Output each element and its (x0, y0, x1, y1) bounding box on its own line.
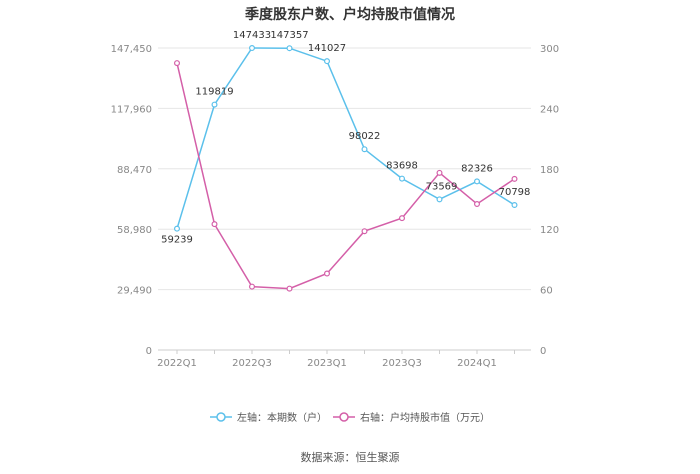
right-tick-label: 180 (540, 165, 559, 176)
series-2-point (249, 283, 256, 290)
series-1-point (249, 45, 256, 52)
source-note: 数据来源：恒生聚源 (301, 450, 400, 464)
data-label: 59239 (161, 235, 193, 246)
left-tick-label: 147,450 (111, 44, 152, 55)
x-tick-label: 2022Q3 (232, 358, 272, 369)
legend-item-1[interactable]: 左轴：本期数（户） (210, 411, 327, 424)
series-2-point (211, 221, 218, 228)
series-group (174, 45, 518, 292)
series-2-point (474, 201, 481, 208)
series-1-point (436, 196, 443, 203)
data-label: 70798 (499, 187, 531, 198)
right-tick-label: 240 (540, 104, 559, 115)
data-label: 98022 (349, 131, 381, 142)
legend-item-2[interactable]: 右轴：户均持股市值（万元） (333, 411, 490, 424)
series-2-point (324, 270, 331, 277)
right-tick-label: 300 (540, 44, 559, 55)
data-label: 119819 (195, 87, 233, 98)
data-label: 82326 (461, 163, 493, 174)
axes: 147,450 300 117,960 240 88,470 180 58,980 120 29… (111, 44, 559, 369)
left-tick-label: 29,490 (117, 286, 152, 297)
data-label: 73569 (426, 181, 458, 192)
legend-label: 左轴：本期数（户） (237, 411, 327, 424)
series-1-point (324, 58, 331, 65)
series-2-point (286, 285, 293, 292)
series-2-point (436, 169, 443, 176)
x-tick-label: 2024Q1 (457, 358, 497, 369)
left-tick-label: 58,980 (117, 225, 152, 236)
series-2-point (174, 60, 181, 67)
series-1-point (511, 201, 518, 208)
right-tick-label: 120 (540, 225, 559, 236)
data-label: 141027 (308, 43, 346, 54)
series-1-point (474, 178, 481, 185)
chart-title: 季度股东户数、户均持股市值情况 (244, 6, 455, 23)
left-tick-label: 88,470 (117, 165, 152, 176)
grid (158, 47, 531, 351)
series-1-point (286, 45, 293, 52)
x-tick-label: 2023Q3 (382, 358, 422, 369)
left-tick-label: 117,960 (111, 104, 152, 115)
series-1-point (211, 101, 218, 108)
legend[interactable]: 左轴：本期数（户） 右轴：户均持股市值（万元） (210, 411, 490, 424)
series-2-point (511, 175, 518, 182)
x-tick-label: 2023Q1 (307, 358, 347, 369)
right-tick-label: 60 (540, 286, 553, 297)
series-1-point (399, 175, 406, 182)
x-tick-label: 2022Q1 (157, 358, 197, 369)
series-2-point (361, 228, 368, 235)
legend-marker-icon (339, 412, 349, 422)
series-1-point (174, 225, 181, 232)
series-2-point (399, 215, 406, 222)
data-label: 147357 (270, 30, 308, 41)
right-tick-label: 0 (540, 346, 546, 357)
legend-marker-icon (216, 412, 226, 422)
legend-label: 右轴：户均持股市值（万元） (360, 411, 490, 424)
data-label: 83698 (386, 161, 418, 172)
left-tick-label: 0 (146, 346, 152, 357)
series-1-point (361, 146, 368, 153)
series-line-1 (176, 47, 515, 229)
series-line-2 (176, 62, 515, 290)
data-label: 147433 (233, 30, 271, 41)
